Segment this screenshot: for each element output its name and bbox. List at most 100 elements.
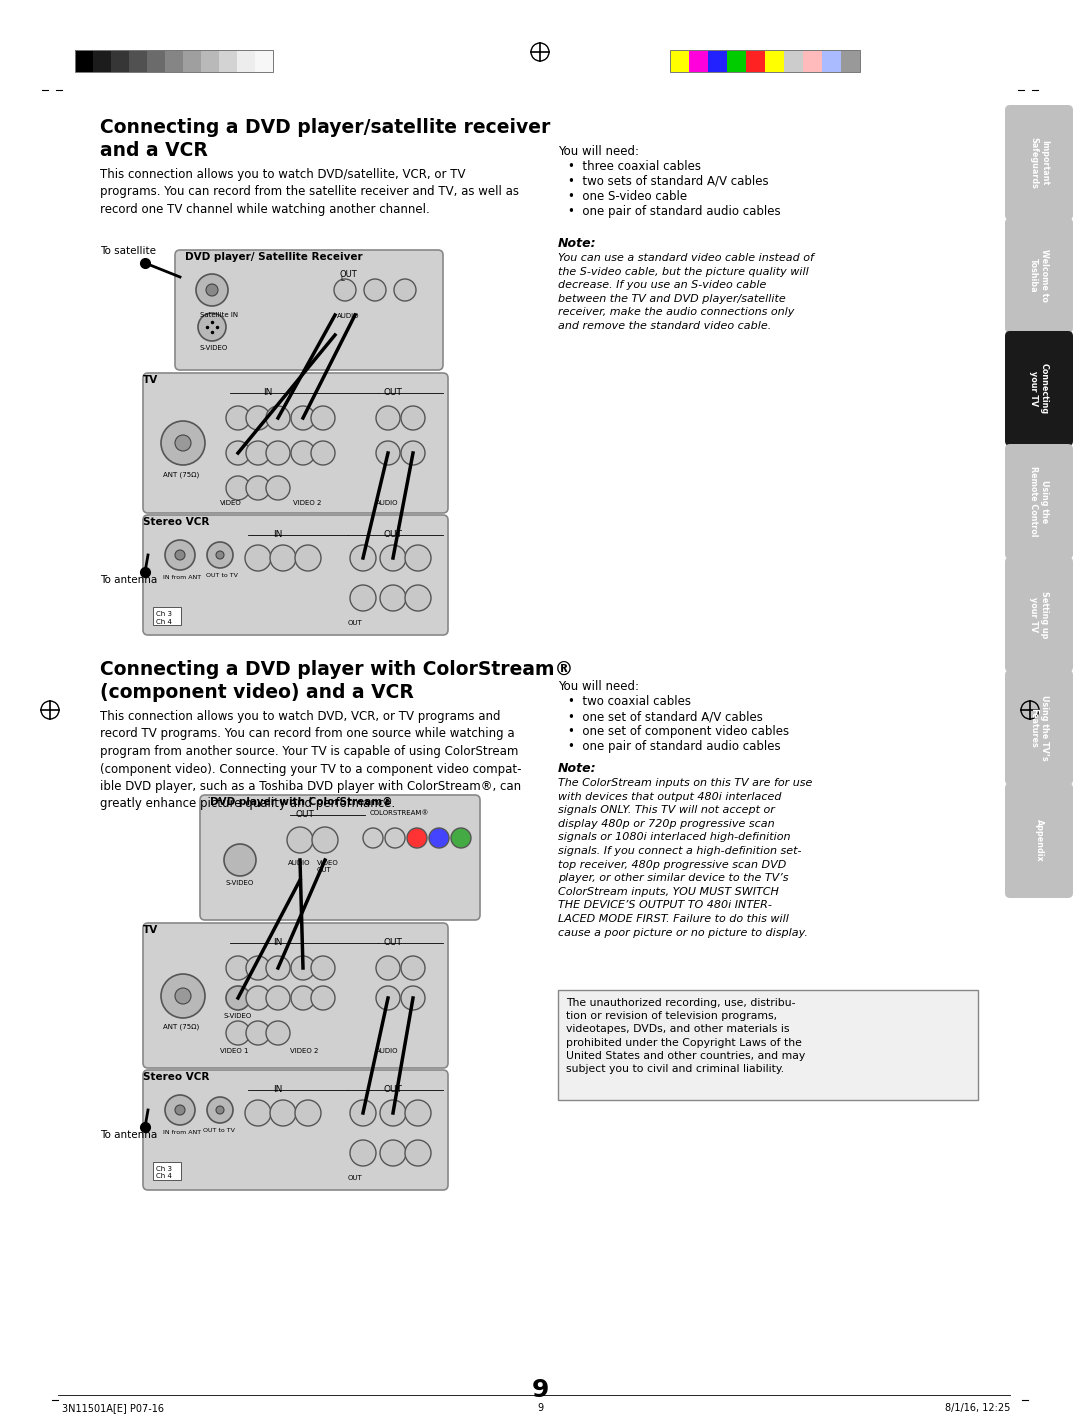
- Circle shape: [380, 1100, 406, 1127]
- Text: IN: IN: [273, 938, 283, 946]
- Circle shape: [246, 956, 270, 981]
- Circle shape: [380, 545, 406, 570]
- Text: 9: 9: [531, 1378, 549, 1402]
- Circle shape: [311, 956, 335, 981]
- Text: S-VIDEO: S-VIDEO: [226, 880, 254, 885]
- Circle shape: [334, 280, 356, 301]
- Circle shape: [363, 829, 383, 849]
- Bar: [93, 50, 111, 72]
- Bar: [841, 50, 860, 72]
- Text: IN: IN: [273, 531, 283, 539]
- Circle shape: [216, 551, 224, 559]
- Circle shape: [291, 441, 315, 465]
- Text: VIDEO
OUT: VIDEO OUT: [318, 860, 339, 873]
- Circle shape: [266, 406, 291, 430]
- Circle shape: [161, 973, 205, 1017]
- FancyBboxPatch shape: [175, 250, 443, 370]
- Circle shape: [350, 585, 376, 612]
- Bar: [746, 50, 765, 72]
- Text: Note:: Note:: [558, 237, 596, 250]
- Circle shape: [245, 1100, 271, 1127]
- Circle shape: [175, 988, 191, 1005]
- Circle shape: [364, 280, 386, 301]
- Text: Connecting a DVD player/satellite receiver
and a VCR: Connecting a DVD player/satellite receiv…: [100, 118, 551, 160]
- FancyBboxPatch shape: [1005, 783, 1074, 898]
- Text: •  one set of standard A/V cables: • one set of standard A/V cables: [568, 710, 762, 724]
- Bar: [183, 50, 201, 72]
- Circle shape: [376, 406, 400, 430]
- Circle shape: [407, 829, 427, 849]
- Circle shape: [295, 545, 321, 570]
- Text: L: L: [340, 277, 343, 282]
- Text: 3N11501A[E] P07-16: 3N11501A[E] P07-16: [62, 1403, 164, 1413]
- Text: DVD player/ Satellite Receiver: DVD player/ Satellite Receiver: [185, 253, 363, 263]
- Circle shape: [266, 956, 291, 981]
- Bar: [129, 50, 147, 72]
- Text: Stereo VCR: Stereo VCR: [143, 517, 210, 526]
- Text: You will need:: You will need:: [558, 680, 639, 692]
- Circle shape: [266, 986, 291, 1010]
- Bar: [111, 50, 129, 72]
- Bar: [75, 50, 93, 72]
- Text: You will need:: You will need:: [558, 145, 639, 158]
- Text: OUT: OUT: [348, 1175, 363, 1181]
- FancyBboxPatch shape: [1005, 670, 1074, 785]
- Text: OUT to TV: OUT to TV: [203, 1128, 234, 1132]
- Bar: [153, 607, 181, 624]
- Text: VIDEO 2: VIDEO 2: [291, 1049, 319, 1054]
- Bar: [237, 50, 255, 72]
- Circle shape: [291, 986, 315, 1010]
- Text: OUT: OUT: [383, 938, 402, 946]
- FancyBboxPatch shape: [1005, 219, 1074, 333]
- Circle shape: [451, 829, 471, 849]
- FancyBboxPatch shape: [1005, 444, 1074, 559]
- Circle shape: [226, 1022, 249, 1044]
- Text: Setting up
your TV: Setting up your TV: [1029, 590, 1049, 639]
- Text: OUT: OUT: [295, 810, 314, 819]
- Text: OUT: OUT: [383, 387, 402, 397]
- Circle shape: [266, 475, 291, 499]
- Text: IN from ANT: IN from ANT: [163, 575, 201, 580]
- Circle shape: [226, 986, 249, 1010]
- Text: AUDIO: AUDIO: [376, 499, 399, 507]
- Text: VIDEO 2: VIDEO 2: [293, 499, 322, 507]
- Circle shape: [291, 956, 315, 981]
- Circle shape: [246, 406, 270, 430]
- Bar: [670, 50, 860, 72]
- Circle shape: [246, 441, 270, 465]
- Text: To antenna: To antenna: [100, 1130, 158, 1139]
- Circle shape: [175, 436, 191, 451]
- Circle shape: [226, 475, 249, 499]
- Text: •  two coaxial cables: • two coaxial cables: [568, 695, 691, 708]
- Circle shape: [401, 441, 426, 465]
- Text: Connecting
your TV: Connecting your TV: [1029, 363, 1049, 414]
- FancyBboxPatch shape: [143, 373, 448, 514]
- Text: •  one S-video cable: • one S-video cable: [568, 190, 687, 203]
- Bar: [153, 1162, 181, 1181]
- Circle shape: [350, 545, 376, 570]
- Text: This connection allows you to watch DVD/satellite, VCR, or TV
programs. You can : This connection allows you to watch DVD/…: [100, 167, 519, 216]
- Text: IN: IN: [273, 1086, 283, 1094]
- Circle shape: [246, 475, 270, 499]
- Bar: [219, 50, 237, 72]
- Text: This connection allows you to watch DVD, VCR, or TV programs and
record TV progr: This connection allows you to watch DVD,…: [100, 710, 522, 810]
- Bar: [765, 50, 784, 72]
- Bar: [165, 50, 183, 72]
- Bar: [147, 50, 165, 72]
- Circle shape: [206, 284, 218, 297]
- Text: ANT (75Ω): ANT (75Ω): [163, 471, 199, 478]
- Circle shape: [311, 406, 335, 430]
- Text: VIDEO 1: VIDEO 1: [220, 1049, 248, 1054]
- Text: 9: 9: [537, 1403, 543, 1413]
- Circle shape: [226, 406, 249, 430]
- Bar: [784, 50, 804, 72]
- Circle shape: [380, 585, 406, 612]
- Circle shape: [266, 441, 291, 465]
- Text: S-VIDEO: S-VIDEO: [224, 1013, 253, 1019]
- Circle shape: [376, 986, 400, 1010]
- Text: Important
Safeguards: Important Safeguards: [1029, 136, 1049, 189]
- Text: VIDEO: VIDEO: [220, 499, 242, 507]
- Text: OUT: OUT: [340, 270, 357, 280]
- Text: AUDIO: AUDIO: [288, 860, 311, 866]
- Text: Appendix: Appendix: [1035, 819, 1043, 861]
